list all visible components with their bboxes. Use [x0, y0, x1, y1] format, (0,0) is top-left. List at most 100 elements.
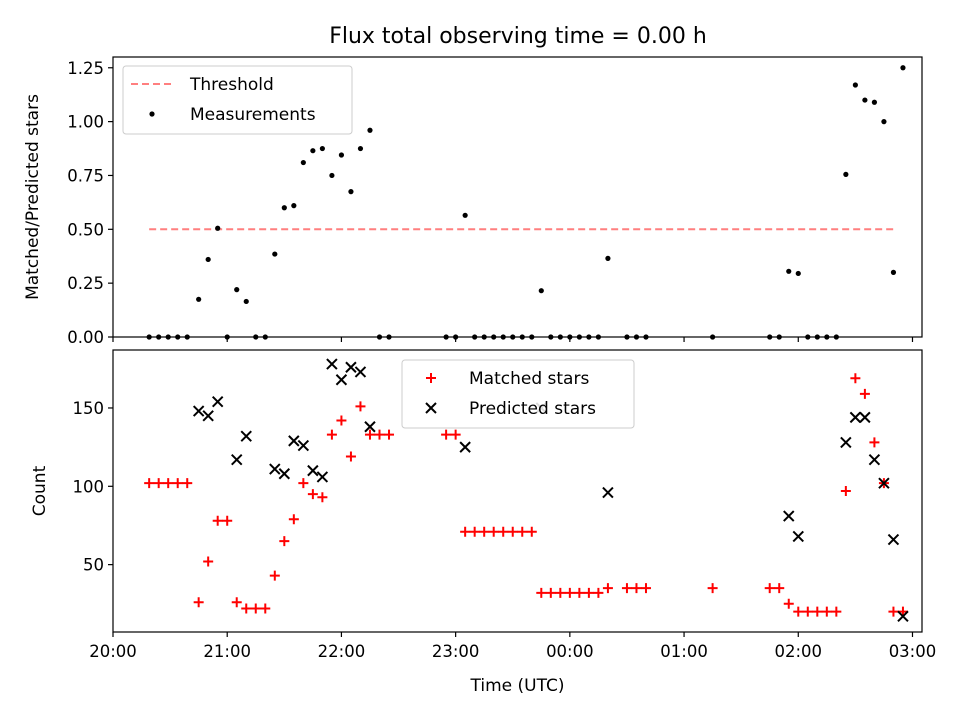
- matched-stars-point: [212, 515, 223, 526]
- measurements-point: [357, 145, 364, 152]
- measurements-point: [338, 152, 345, 158]
- legend-plus-swatch: [426, 373, 436, 383]
- matched-stars-point: [384, 429, 395, 440]
- measurements-point: [319, 145, 325, 152]
- ratio-marks: [146, 65, 906, 340]
- matched-stars-point: [231, 597, 242, 608]
- ratio-x-axis: [112, 337, 914, 342]
- measurements-point: [205, 256, 211, 263]
- legend-dot-swatch: [149, 111, 155, 117]
- count-panel: 50 100 150 20:00 21:00 22:00 23:00 00:00 01:00 0…: [30, 349, 936, 696]
- predicted-stars-point: [231, 453, 243, 466]
- matched-stars-point: [460, 526, 471, 537]
- chart-title: Flux total observing time = 0.00 h: [329, 24, 707, 49]
- predicted-stars-point: [202, 410, 214, 422]
- matched-stars-point: [707, 583, 718, 594]
- y-tick-label: 0.75: [67, 166, 104, 185]
- predicted-stars-point: [345, 361, 357, 373]
- measurements-point: [871, 99, 878, 105]
- predicted-stars-point: [364, 421, 376, 433]
- predicted-stars-point: [878, 477, 890, 489]
- matched-stars-point: [498, 526, 509, 537]
- matched-stars-point: [850, 373, 861, 384]
- matched-stars-point: [222, 515, 233, 526]
- measurements-point: [291, 203, 297, 209]
- matched-stars-point: [831, 606, 842, 617]
- y-tick-label: 150: [73, 399, 105, 418]
- matched-stars-point: [317, 492, 328, 503]
- predicted-stars-point: [211, 395, 224, 408]
- measurements-point: [862, 97, 868, 103]
- matched-stars-point: [621, 583, 632, 594]
- measurements-point: [281, 205, 287, 211]
- x-tick-label: 02:00: [774, 642, 822, 661]
- ratio-plot-frame: [112, 56, 923, 338]
- predicted-stars-point: [335, 374, 348, 386]
- predicted-stars-point: [326, 358, 338, 370]
- matched-stars-point: [802, 606, 813, 617]
- matched-stars-point: [517, 526, 528, 537]
- matched-stars-point: [153, 478, 164, 489]
- x-tick-label: 20:00: [89, 642, 137, 661]
- matched-stars-point: [488, 526, 499, 537]
- matched-stars-point: [774, 583, 785, 594]
- matched-stars-point: [355, 401, 366, 412]
- legend-label: Threshold: [189, 75, 274, 95]
- matched-stars-point: [536, 587, 547, 598]
- x-tick-label: 23:00: [432, 642, 480, 661]
- measurements-point: [852, 82, 858, 88]
- matched-stars-point: [564, 587, 575, 598]
- predicted-stars-point: [278, 468, 291, 480]
- predicted-stars-point: [783, 510, 795, 522]
- measurements-point: [367, 127, 373, 133]
- y-tick-label: 50: [83, 556, 104, 575]
- predicted-stars-point: [297, 439, 310, 452]
- matched-stars-point: [441, 429, 452, 440]
- measurements-point: [538, 288, 544, 294]
- measurements-point: [348, 189, 354, 195]
- measurements-point: [843, 171, 849, 177]
- measurements-point: [795, 270, 801, 277]
- measurements-point: [605, 255, 611, 261]
- legend-x-swatch: [425, 402, 437, 414]
- y-tick-label: 0.50: [67, 220, 104, 239]
- predicted-stars-point: [897, 610, 909, 623]
- matched-stars-point: [821, 606, 832, 617]
- measurements-point: [215, 225, 221, 231]
- measurements-point: [786, 268, 792, 274]
- y-tick-label: 100: [73, 477, 105, 496]
- count-plot-frame: [112, 349, 923, 633]
- matched-stars-point: [298, 478, 309, 489]
- predicted-stars-point: [240, 430, 252, 442]
- ratio-legend: Threshold Measurements: [122, 65, 353, 135]
- matched-stars-point: [583, 587, 594, 598]
- matched-stars-point: [764, 583, 775, 594]
- legend-box: [401, 359, 635, 429]
- matched-stars-point: [269, 570, 280, 581]
- matched-stars-point: [163, 478, 174, 489]
- measurements-point: [310, 148, 316, 154]
- matched-stars-point: [374, 429, 385, 440]
- predicted-stars-point: [316, 471, 329, 483]
- x-tick-label: 03:00: [889, 642, 937, 661]
- matched-stars-point: [507, 526, 518, 537]
- count-x-axis: 20:00 21:00 22:00 23:00 00:00 01:00 02:00 03:00: [89, 632, 936, 661]
- matched-stars-point: [279, 536, 290, 547]
- predicted-stars-point: [887, 533, 900, 546]
- matched-stars-point: [307, 489, 318, 500]
- x-tick-label: 21:00: [203, 642, 251, 661]
- matched-stars-point: [241, 603, 252, 614]
- matched-stars-point: [326, 429, 337, 440]
- x-tick-label: 00:00: [546, 642, 594, 661]
- y-tick-label: 0.00: [67, 328, 104, 347]
- matched-stars-point: [869, 437, 880, 448]
- legend-label: Matched stars: [469, 369, 589, 389]
- matched-stars-point: [364, 429, 375, 440]
- measurements-point: [329, 172, 335, 179]
- matched-stars-point: [345, 451, 356, 462]
- matched-stars-point: [631, 583, 642, 594]
- matched-stars-point: [250, 603, 261, 614]
- measurements-point: [243, 298, 249, 305]
- predicted-stars-point: [792, 530, 804, 543]
